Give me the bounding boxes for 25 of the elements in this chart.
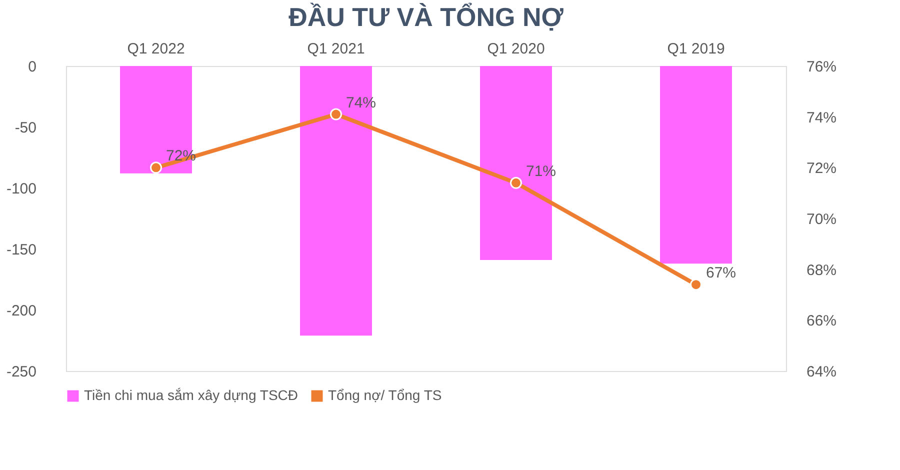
y-tick-label: -250 bbox=[6, 364, 36, 380]
y2-tick-label: 76% bbox=[806, 58, 837, 76]
x-tick-label: Q1 2020 bbox=[487, 40, 545, 58]
y2-tick-label: 74% bbox=[806, 109, 837, 126]
legend-label: Tổng nợ/ Tổng TS bbox=[328, 387, 442, 403]
y-tick-label: -50 bbox=[14, 120, 36, 136]
y2-tick-label: 66% bbox=[806, 312, 837, 330]
data-label: 67% bbox=[706, 264, 736, 282]
x-tick-label: Q1 2022 bbox=[127, 40, 185, 58]
point bbox=[690, 278, 702, 291]
y2-tick-label: 72% bbox=[806, 160, 837, 178]
y-tick-label: -100 bbox=[6, 180, 36, 198]
y2-tick-label: 70% bbox=[806, 211, 837, 228]
y-tick-label: 0 bbox=[28, 58, 36, 76]
chart-title: ĐẦU TƯ VÀ TỔNG NỢ bbox=[288, 2, 564, 32]
x-tick-label: Q1 2019 bbox=[667, 40, 725, 58]
y2-tick-label: 68% bbox=[806, 262, 837, 279]
point bbox=[330, 108, 342, 120]
legend-label: Tiền chi mua sắm xây dựng TSCĐ bbox=[84, 387, 298, 403]
x-tick-label: Q1 2021 bbox=[307, 40, 365, 58]
y-tick-label: -150 bbox=[6, 242, 36, 258]
point bbox=[150, 162, 162, 174]
y2-tick-label: 64% bbox=[806, 364, 837, 380]
y-tick-label: -200 bbox=[6, 302, 36, 320]
point bbox=[510, 176, 522, 189]
